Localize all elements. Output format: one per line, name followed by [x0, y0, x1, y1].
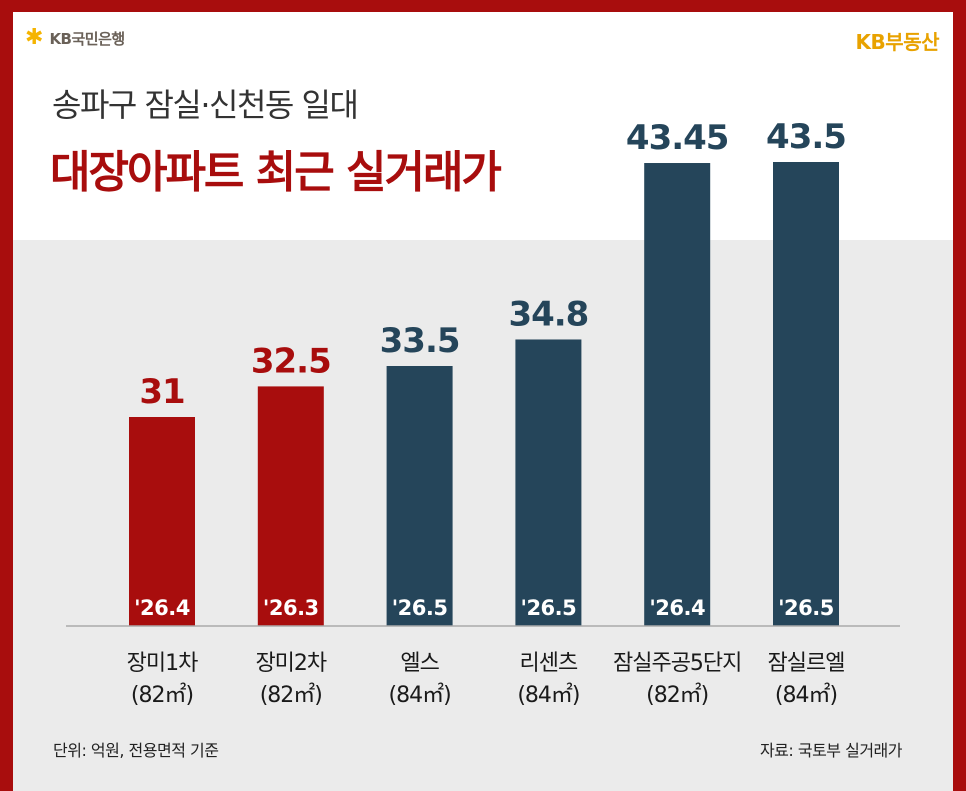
source-note: 자료: 국토부 실거래가 — [759, 741, 903, 760]
bar-date-label: '26.4 — [649, 596, 705, 620]
bar-date-label: '26.4 — [134, 596, 190, 620]
category-label: 엘스 — [400, 651, 439, 676]
bar-value-label: 32.5 — [251, 341, 331, 381]
bank-logo: ✱ KB국민은행 — [25, 25, 125, 51]
page-title: 대장아파트 최근 실거래가 — [50, 147, 502, 198]
bar — [773, 162, 839, 626]
bar — [644, 163, 711, 626]
bar-value-label: 34.8 — [508, 294, 588, 334]
category-size-label: (84㎡) — [389, 682, 451, 708]
bar-value-label: 31 — [139, 372, 184, 412]
bar-date-label: '26.5 — [778, 596, 834, 620]
bar-date-label: '26.5 — [392, 596, 448, 620]
category-label: 장미1차 — [127, 651, 198, 676]
category-size-label: (82㎡) — [131, 682, 193, 708]
bar-value-label: 43.5 — [766, 117, 846, 157]
category-size-label: (82㎡) — [646, 682, 708, 708]
category-label: 리센츠 — [520, 651, 578, 676]
bar-date-label: '26.3 — [263, 596, 319, 620]
bar-date-label: '26.5 — [521, 596, 577, 620]
category-label: 잠실르엘 — [768, 651, 845, 676]
bar-value-label: 33.5 — [380, 321, 460, 361]
brand-logo: KB부동산 — [855, 30, 940, 54]
category-label: 장미2차 — [255, 651, 326, 676]
unit-note: 단위: 억원, 전용면적 기준 — [53, 741, 219, 760]
kb-star-icon: ✱ — [25, 25, 44, 50]
bar-value-label: 43.45 — [626, 118, 729, 158]
category-size-label: (82㎡) — [260, 682, 322, 708]
category-size-label: (84㎡) — [517, 682, 579, 708]
bar — [257, 386, 324, 626]
bar — [129, 417, 195, 626]
category-label: 잠실주공5단지 — [613, 651, 741, 676]
category-size-label: (84㎡) — [775, 682, 837, 708]
bar — [386, 366, 453, 626]
bank-name: KB국민은행 — [49, 29, 125, 48]
bar — [515, 339, 582, 626]
page-subtitle: 송파구 잠실·신천동 일대 — [52, 86, 359, 124]
